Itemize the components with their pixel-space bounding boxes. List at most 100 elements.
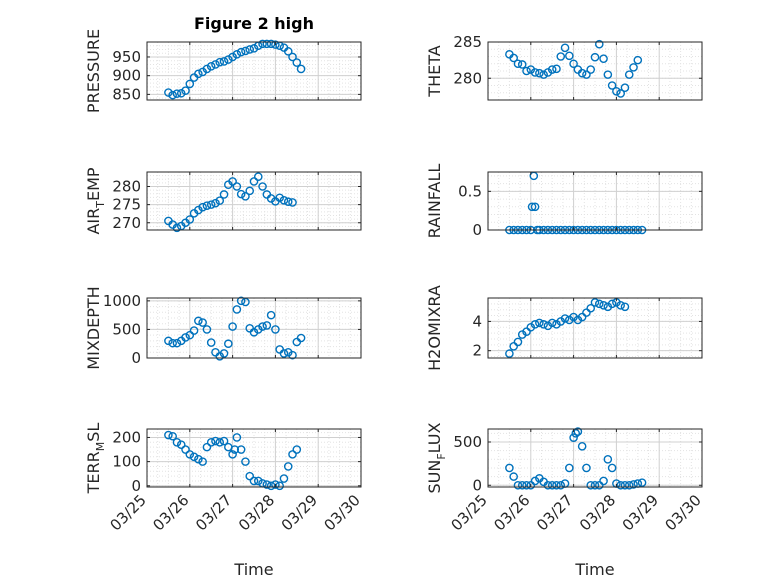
panel-1-data-point <box>206 62 216 71</box>
panel-1-data-point <box>292 58 302 67</box>
panel-8-ylabel: SUNFLUX <box>425 422 448 493</box>
panel-7-data-point <box>230 445 240 454</box>
panel-8-data-point <box>505 463 514 473</box>
panel-6-ylabel: H2OMIXRA <box>425 285 444 371</box>
panel-4-ylabel: RAINFALL <box>425 164 444 239</box>
panel-3-data-point <box>275 193 284 203</box>
panel-1-ylabel: PRESSURE <box>84 29 103 113</box>
panel-7-ylabel: TERRMSL <box>84 423 107 495</box>
panel-8-xlabel: Time <box>574 560 614 579</box>
panel-8-data-point <box>552 480 561 490</box>
panel-3-data-point <box>202 201 212 211</box>
panel-7-data-point <box>215 437 225 447</box>
panel-8-data-point <box>547 480 557 490</box>
panel-1-data-point <box>296 64 306 74</box>
panel-2-data-point <box>586 65 596 74</box>
panel-8-data-point <box>607 463 617 473</box>
panel-2-data-point <box>612 87 621 96</box>
panel-5-data-point <box>181 333 190 342</box>
panel-2-ylabel: THETA <box>425 45 444 97</box>
panel-7-data-point <box>176 440 186 450</box>
panel-8-data-point <box>513 480 523 490</box>
panel-7-data-point <box>194 454 203 464</box>
panel-8-data-point <box>603 454 613 464</box>
panel-3-background <box>147 172 361 230</box>
panel-3-data-point <box>185 215 195 224</box>
panel-8-data-point <box>599 476 608 486</box>
panel-1-data-point <box>164 88 173 97</box>
panel-6-ytick-label: 2 <box>472 342 482 360</box>
panel-2-background <box>488 42 702 100</box>
panel-2-data-point <box>530 68 540 77</box>
panel-1-data-point <box>202 64 212 74</box>
panel-7-xtick-label: 03/30 <box>321 491 364 534</box>
panel-3-ylabel: AIRTEMP <box>84 167 107 234</box>
panel-2-data-point <box>522 66 531 76</box>
panel-7-xtick-label: 03/27 <box>192 491 235 534</box>
panel-8-ytick-label: 0 <box>472 476 482 494</box>
panel-6-data-point <box>616 301 625 310</box>
panel-2-data-point <box>582 70 591 79</box>
panel-2-data-point <box>569 59 578 69</box>
panel-2-data-point <box>616 89 625 98</box>
panel-8-data-point <box>616 480 625 490</box>
panel-5-data-point <box>172 338 182 348</box>
panel-7-data-point <box>219 436 229 446</box>
panel-3-data-point <box>253 172 263 182</box>
panel-8-data-point <box>509 472 518 481</box>
panel-2-data-point <box>539 70 548 79</box>
panel-7-data-point <box>241 457 250 466</box>
panel-2-data-point <box>603 70 613 79</box>
panel-1-data-point <box>194 69 203 79</box>
panel-3-data-point <box>258 182 267 191</box>
panel-1-data-point <box>232 50 242 59</box>
panel-1-data-point <box>283 47 293 56</box>
panel-7-data-point <box>228 450 237 459</box>
panel-6-data-point <box>577 312 587 322</box>
panel-5-data-point <box>236 296 246 306</box>
panel-1-data-point <box>266 39 276 49</box>
panel-3-ytick-label: 280 <box>112 178 141 196</box>
panel-2-data-point <box>560 43 570 53</box>
panel-2-data-point <box>620 83 630 92</box>
panel-3-data-point <box>236 189 246 199</box>
panel-8-data-point <box>565 463 574 473</box>
panel-7-data-point <box>185 450 195 459</box>
panel-6-data-point <box>620 302 630 312</box>
panel-4-ytick-label: 0 <box>472 221 482 239</box>
panel-1-data-point <box>236 47 246 57</box>
panel-1-data-point <box>224 55 233 64</box>
panel-1-data-point <box>258 39 267 49</box>
panel-2-ytick-label: 280 <box>453 69 482 87</box>
panel-5-data-point <box>288 350 297 360</box>
panel-8-data-point <box>637 478 647 487</box>
panel-6-ytick-label: 4 <box>472 312 482 330</box>
panel-5-data-point <box>262 321 272 330</box>
panel-7-data-point <box>236 445 246 454</box>
panel-6-data-point <box>590 298 600 307</box>
panel-7-data-point <box>271 480 280 489</box>
panel-7-data-point <box>283 462 293 471</box>
panel-5-data-point <box>271 325 280 334</box>
panel-2-data-point <box>633 55 643 65</box>
panel-3-data-point <box>241 191 250 201</box>
panel-3-data-point <box>245 186 255 196</box>
panel-1-data-point <box>241 46 250 56</box>
panel-8-data-point <box>526 480 536 490</box>
panel-6-data-point <box>530 320 540 329</box>
panel-3-data-point <box>283 197 293 207</box>
panel-1-data-point <box>172 89 182 98</box>
panel-4-data-point <box>530 202 540 212</box>
panel-7-data-point <box>164 430 173 440</box>
panel-8-data-point <box>571 429 581 438</box>
panel-5-data-point <box>228 322 237 331</box>
panel-2-data-point <box>565 51 574 61</box>
panel-2-data-point <box>535 68 544 78</box>
panel-4-data-point <box>527 202 537 212</box>
panel-7-xtick-label: 03/26 <box>149 491 192 534</box>
panel-2-ytick-label: 285 <box>453 33 482 51</box>
panel-6-data-point <box>586 303 596 313</box>
panel-5-data-point <box>296 333 306 343</box>
panel-3-ytick-label: 270 <box>112 214 141 232</box>
panel-6-data-point <box>599 301 608 310</box>
